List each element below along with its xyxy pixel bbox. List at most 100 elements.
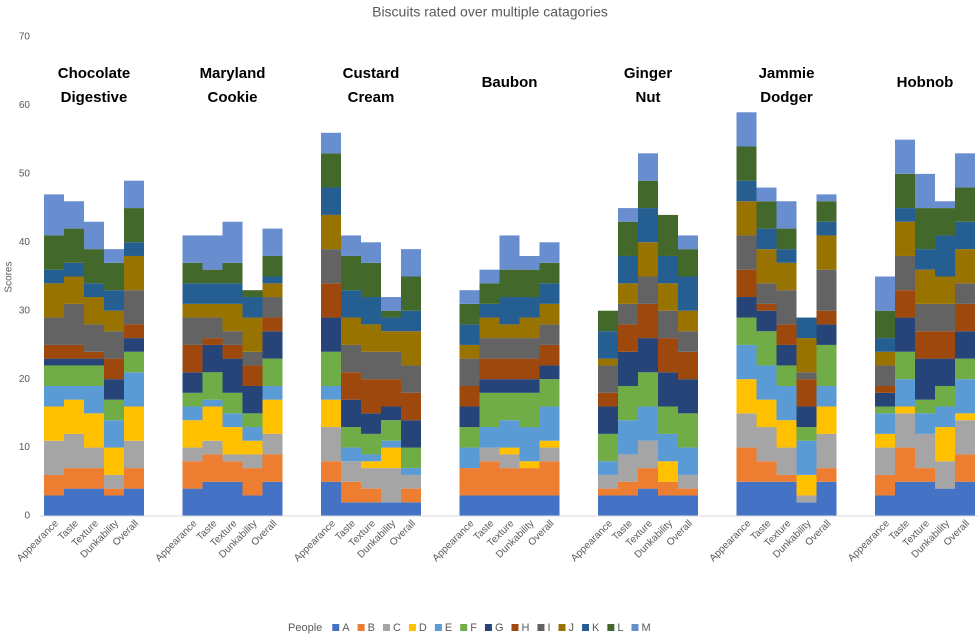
bar-segment: [935, 461, 955, 489]
bar-segment: [816, 344, 837, 386]
bar-segment: [381, 447, 401, 469]
legend-label: H: [522, 622, 530, 634]
bar-segment: [222, 303, 243, 332]
bar-segment: [202, 481, 223, 516]
bar-segment: [64, 399, 84, 434]
bar-segment: [262, 255, 283, 277]
bar-segment: [381, 468, 401, 503]
bar-segment: [658, 338, 678, 373]
bar-segment: [638, 440, 658, 469]
bar-segment: [658, 372, 678, 407]
bar-segment: [539, 262, 560, 284]
x-tick-label: Appearance: [569, 518, 615, 564]
bar-segment: [618, 255, 638, 284]
bar-segment: [401, 365, 421, 393]
group-label: Ginger: [624, 65, 673, 82]
bar-segment: [479, 269, 500, 284]
bar-segment: [124, 324, 144, 339]
bar-segment: [401, 331, 421, 366]
bar-segment: [64, 228, 84, 263]
bar-segment: [756, 283, 777, 304]
bar-segment: [182, 420, 203, 448]
bar-segment: [816, 468, 837, 482]
bar-segment: [658, 433, 678, 462]
bar-segment: [678, 379, 698, 414]
bar-segment: [381, 406, 401, 421]
bar-segment: [816, 235, 837, 270]
bar-segment: [895, 255, 915, 291]
bar-segment: [222, 358, 243, 393]
bar-segment: [84, 324, 104, 352]
bar-segment: [618, 351, 638, 386]
bar-segment: [638, 372, 658, 407]
bar-segment: [776, 262, 797, 291]
bar-segment: [401, 310, 421, 332]
bar-segment: [361, 488, 381, 503]
bar-segment: [361, 379, 381, 414]
legend-swatch: [382, 624, 390, 631]
bar-segment: [361, 454, 381, 462]
bar-segment: [658, 461, 678, 482]
x-tick-label: Appearance: [292, 518, 338, 564]
bar-segment: [222, 413, 243, 428]
bar-segment: [796, 338, 817, 373]
bar-segment: [618, 221, 638, 256]
bar-segment: [816, 201, 837, 222]
bar-segment: [955, 379, 975, 414]
bar-segment: [499, 495, 520, 516]
bar-segment: [935, 276, 955, 304]
bar-segment: [242, 495, 263, 516]
bar-segment: [875, 351, 895, 366]
bar-segment: [499, 338, 520, 359]
bar-segment: [64, 433, 84, 469]
bar-segment: [242, 440, 263, 455]
bar-segment: [736, 235, 757, 270]
bar-segment: [756, 399, 777, 428]
legend-swatch: [484, 624, 492, 631]
bar-segment: [736, 112, 757, 147]
bar-segment: [875, 495, 895, 516]
bar-segment: [598, 358, 618, 366]
y-tick-label: 20: [19, 374, 31, 385]
bar-segment: [796, 495, 817, 503]
bar-segment: [182, 344, 203, 373]
bar-segment: [796, 427, 817, 441]
bar-segment: [658, 214, 678, 256]
bar-segment: [341, 344, 361, 373]
bar-segment: [202, 440, 223, 455]
bar-segment: [84, 447, 104, 469]
bar-segment: [895, 406, 915, 414]
bar-segment: [459, 358, 480, 386]
legend-swatch: [582, 624, 590, 631]
bar-segment: [341, 447, 361, 462]
bar-segment: [361, 502, 381, 516]
bar-segment: [321, 399, 341, 428]
bar-segment: [539, 406, 560, 441]
bar-segment: [539, 344, 560, 366]
bar-segment: [44, 385, 64, 407]
bar-segment: [618, 385, 638, 421]
bar-segment: [955, 331, 975, 359]
bar-segment: [499, 269, 520, 298]
bar-segment: [796, 406, 817, 428]
group-label: Jammie: [759, 65, 815, 82]
bar-segment: [401, 249, 421, 277]
bar-segment: [935, 201, 955, 209]
bar-segment: [242, 290, 263, 298]
bar-segment: [736, 413, 757, 448]
bar-segment: [104, 495, 124, 516]
bar-segment: [499, 297, 520, 325]
bar-segment: [44, 440, 64, 475]
bar-segment: [479, 338, 500, 359]
bar-segment: [915, 249, 935, 270]
bar-segment: [598, 331, 618, 359]
bar-segment: [875, 276, 895, 311]
bar-segment: [104, 399, 124, 421]
bar-segment: [519, 358, 540, 380]
bar-segment: [321, 351, 341, 386]
bar-segment: [915, 468, 935, 482]
bar-segment: [361, 262, 381, 298]
bar-segment: [401, 392, 421, 421]
bar-segment: [479, 283, 500, 304]
bar-segment: [915, 173, 935, 209]
